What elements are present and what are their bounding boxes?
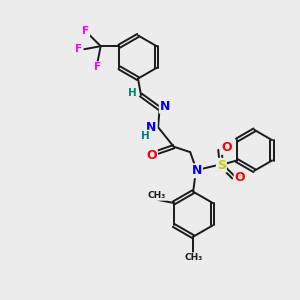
Text: N: N — [160, 100, 170, 113]
Text: F: F — [94, 62, 101, 72]
Text: N: N — [146, 121, 157, 134]
Text: O: O — [235, 171, 245, 184]
Text: F: F — [75, 44, 82, 54]
Text: CH₃: CH₃ — [148, 191, 166, 200]
Text: CH₃: CH₃ — [184, 253, 202, 262]
Text: N: N — [192, 164, 202, 177]
Text: H: H — [128, 88, 137, 98]
Text: S: S — [217, 159, 226, 172]
Text: H: H — [141, 130, 150, 141]
Text: O: O — [146, 148, 157, 162]
Text: O: O — [221, 141, 232, 154]
Text: F: F — [82, 26, 89, 36]
